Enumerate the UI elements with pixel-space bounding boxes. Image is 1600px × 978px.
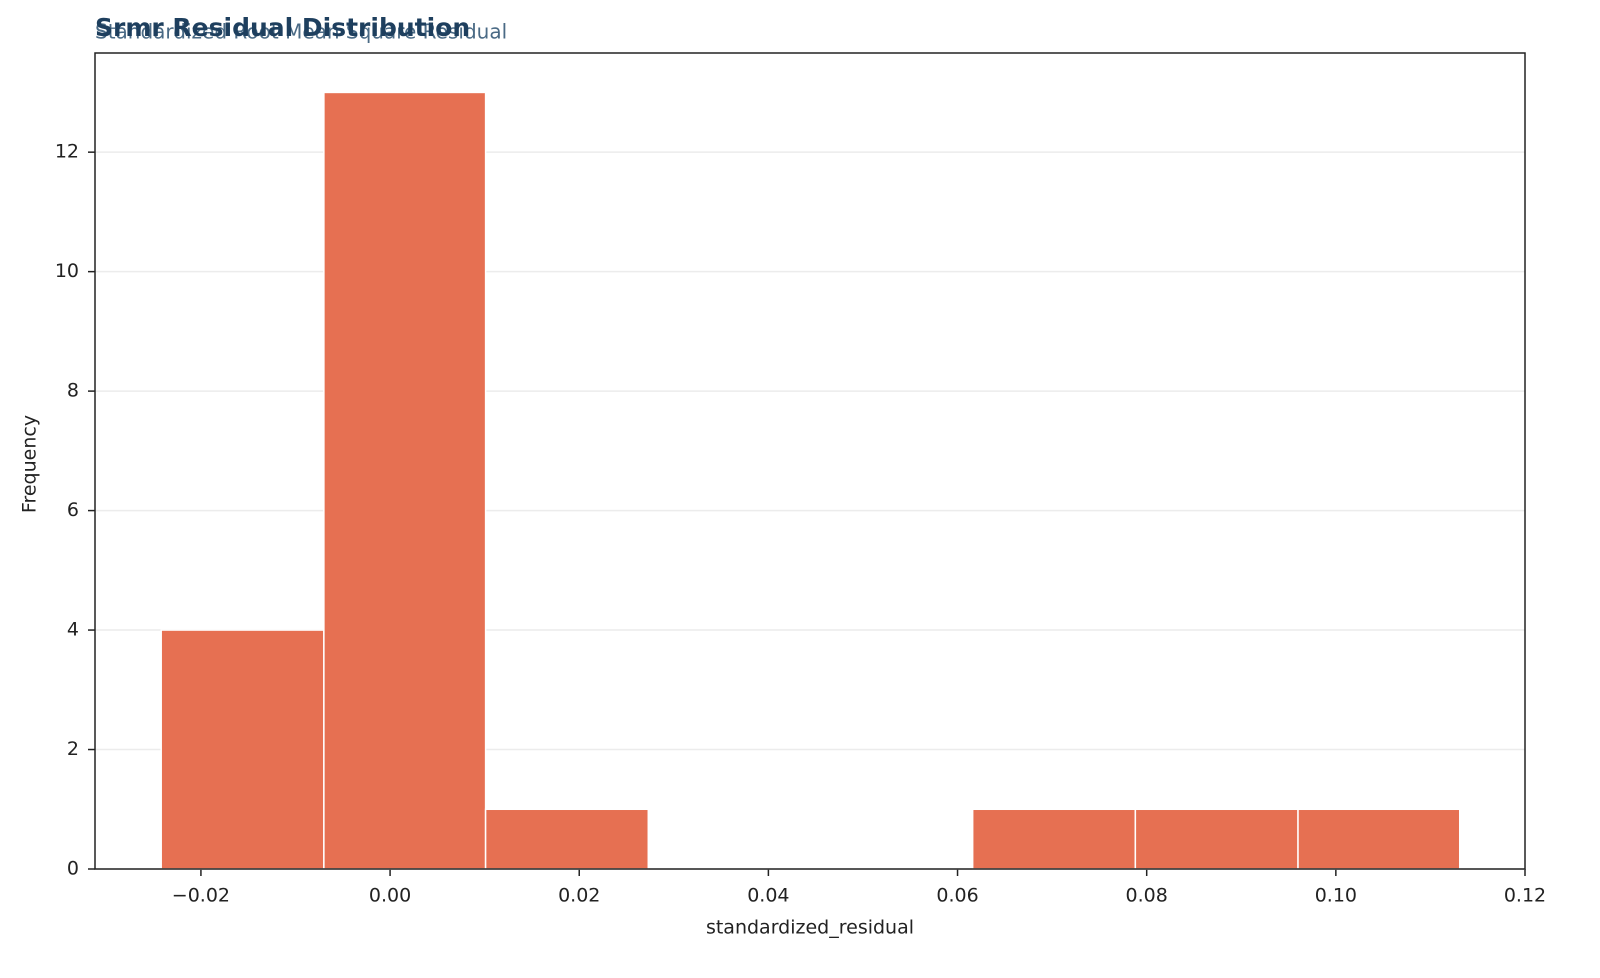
- x-tick-label: 0.12: [1504, 885, 1546, 907]
- bar: [323, 91, 487, 870]
- x-tick-label: 0.08: [1126, 885, 1168, 907]
- x-axis-label: standardized_residual: [706, 917, 914, 939]
- x-tick-label: 0.06: [936, 885, 978, 907]
- y-axis-label: Frequency: [19, 415, 41, 513]
- y-tick-label: 0: [67, 858, 79, 880]
- x-tick-label: −0.02: [172, 885, 230, 907]
- y-tick-label: 2: [67, 738, 79, 760]
- bar: [484, 808, 650, 870]
- chart-subtitle: Standardized Root Mean Square Residual: [95, 20, 507, 44]
- x-tick-label: 0.02: [558, 885, 600, 907]
- plot-frame: [94, 52, 1526, 870]
- bar: [1297, 808, 1461, 870]
- y-tick-label: 10: [55, 260, 79, 282]
- y-tick-label: 8: [67, 380, 79, 402]
- bar: [971, 808, 1137, 870]
- y-tick-label: 6: [67, 499, 79, 521]
- bar: [1134, 808, 1299, 870]
- x-tick-label: 0.10: [1315, 885, 1357, 907]
- x-tick-label: 0.04: [747, 885, 789, 907]
- y-tick-label: 4: [67, 619, 79, 641]
- x-tick-label: 0.00: [369, 885, 411, 907]
- bar: [160, 629, 325, 870]
- chart-title: Srmr Residual Distribution: [95, 13, 470, 42]
- y-tick-label: 12: [55, 141, 79, 163]
